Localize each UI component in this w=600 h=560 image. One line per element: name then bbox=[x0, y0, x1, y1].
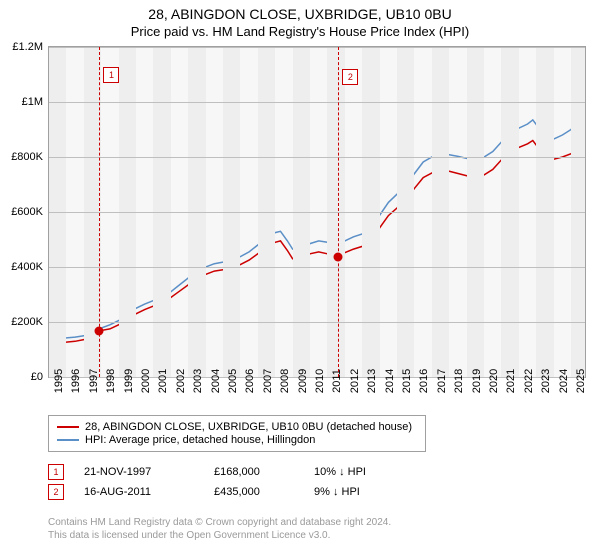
x-axis-label: 2013 bbox=[366, 369, 378, 393]
sales-price: £168,000 bbox=[214, 466, 294, 478]
x-axis-label: 2024 bbox=[558, 369, 570, 393]
sale-dot-1 bbox=[95, 326, 104, 335]
legend: 28, ABINGDON CLOSE, UXBRIDGE, UB10 0BU (… bbox=[48, 415, 426, 452]
attribution: Contains HM Land Registry data © Crown c… bbox=[48, 516, 391, 542]
y-axis-label: £0 bbox=[31, 371, 43, 383]
attribution-line1: Contains HM Land Registry data © Crown c… bbox=[48, 516, 391, 529]
sales-marker: 2 bbox=[48, 484, 64, 500]
sale-marker-2: 2 bbox=[342, 69, 358, 85]
sales-date: 16-AUG-2011 bbox=[84, 486, 194, 498]
x-axis-label: 2021 bbox=[505, 369, 517, 393]
sales-diff: 9% ↓ HPI bbox=[314, 486, 404, 498]
y-axis-label: £400K bbox=[11, 261, 43, 273]
chart-container: 28, ABINGDON CLOSE, UXBRIDGE, UB10 0BU P… bbox=[0, 0, 600, 560]
x-axis-label: 2009 bbox=[297, 369, 309, 393]
x-axis-label: 1997 bbox=[88, 369, 100, 393]
x-axis-label: 2020 bbox=[488, 369, 500, 393]
sale-dot-2 bbox=[334, 253, 343, 262]
title: 28, ABINGDON CLOSE, UXBRIDGE, UB10 0BU bbox=[0, 0, 600, 22]
attribution-line2: This data is licensed under the Open Gov… bbox=[48, 529, 391, 542]
y-axis-label: £600K bbox=[11, 206, 43, 218]
x-axis-label: 2022 bbox=[523, 369, 535, 393]
x-axis-label: 2005 bbox=[227, 369, 239, 393]
x-axis-label: 2000 bbox=[140, 369, 152, 393]
sales-date: 21-NOV-1997 bbox=[84, 466, 194, 478]
legend-label: HPI: Average price, detached house, Hill… bbox=[85, 434, 315, 446]
x-axis-label: 1999 bbox=[123, 369, 135, 393]
x-axis-label: 2023 bbox=[540, 369, 552, 393]
legend-swatch bbox=[57, 426, 79, 428]
subtitle: Price paid vs. HM Land Registry's House … bbox=[0, 24, 600, 39]
x-axis-label: 2001 bbox=[157, 369, 169, 393]
x-axis-label: 2008 bbox=[279, 369, 291, 393]
legend-swatch bbox=[57, 439, 79, 441]
x-axis-label: 2002 bbox=[175, 369, 187, 393]
x-axis-label: 1998 bbox=[105, 369, 117, 393]
x-axis-label: 2016 bbox=[418, 369, 430, 393]
x-axis-label: 2025 bbox=[575, 369, 587, 393]
y-axis-label: £200K bbox=[11, 316, 43, 328]
x-axis-label: 1996 bbox=[70, 369, 82, 393]
x-axis-label: 2010 bbox=[314, 369, 326, 393]
x-axis-label: 2019 bbox=[471, 369, 483, 393]
x-axis-label: 1995 bbox=[53, 369, 65, 393]
x-axis-label: 2018 bbox=[453, 369, 465, 393]
legend-label: 28, ABINGDON CLOSE, UXBRIDGE, UB10 0BU (… bbox=[85, 421, 412, 433]
legend-row: 28, ABINGDON CLOSE, UXBRIDGE, UB10 0BU (… bbox=[57, 421, 417, 433]
x-axis-label: 2003 bbox=[192, 369, 204, 393]
legend-row: HPI: Average price, detached house, Hill… bbox=[57, 434, 417, 446]
sales-row: 2 16-AUG-2011 £435,000 9% ↓ HPI bbox=[48, 484, 404, 500]
sales-marker: 1 bbox=[48, 464, 64, 480]
y-axis-label: £1.2M bbox=[12, 41, 43, 53]
chart-area: £0£200K£400K£600K£800K£1M£1.2M1995199619… bbox=[48, 46, 586, 378]
x-axis-label: 2014 bbox=[384, 369, 396, 393]
sales-table: 1 21-NOV-1997 £168,000 10% ↓ HPI 2 16-AUG-201… bbox=[48, 460, 404, 504]
y-axis-label: £800K bbox=[11, 151, 43, 163]
y-axis-label: £1M bbox=[22, 96, 43, 108]
sales-diff: 10% ↓ HPI bbox=[314, 466, 404, 478]
x-axis-label: 2004 bbox=[210, 369, 222, 393]
x-axis-label: 2006 bbox=[244, 369, 256, 393]
sales-price: £435,000 bbox=[214, 486, 294, 498]
x-axis-label: 2007 bbox=[262, 369, 274, 393]
x-axis-label: 2015 bbox=[401, 369, 413, 393]
sale-marker-1: 1 bbox=[103, 67, 119, 83]
x-axis-label: 2012 bbox=[349, 369, 361, 393]
sales-row: 1 21-NOV-1997 £168,000 10% ↓ HPI bbox=[48, 464, 404, 480]
x-axis-label: 2017 bbox=[436, 369, 448, 393]
